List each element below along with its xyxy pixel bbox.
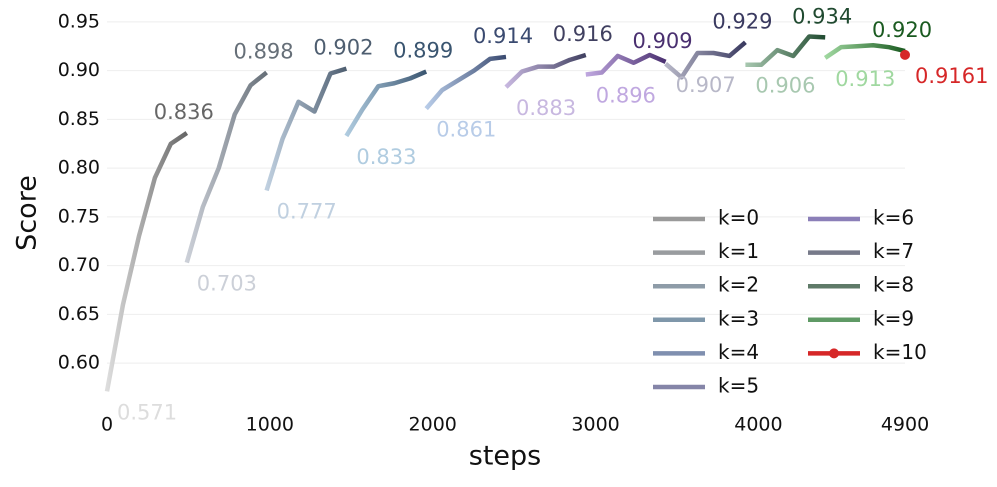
- line: [504, 52, 587, 89]
- legend-label: k=5: [718, 374, 759, 398]
- legend-label: k=1: [718, 239, 759, 263]
- x-axis-title: steps: [469, 441, 541, 472]
- legend-label: k=4: [718, 340, 759, 364]
- x-tick-label: 4900: [881, 414, 929, 436]
- y-tick-label: 0.70: [58, 254, 100, 276]
- legend-label: k=10: [873, 340, 927, 364]
- value-label: 0.883: [516, 96, 576, 120]
- value-label: 0.833: [356, 145, 416, 169]
- legend-label: k=9: [873, 306, 914, 330]
- value-label: 0.920: [872, 18, 932, 42]
- value-label: 0.898: [234, 40, 294, 64]
- point: [900, 49, 910, 60]
- value-label: 0.907: [676, 73, 736, 97]
- value-label: 0.906: [755, 74, 815, 98]
- y-tick-label: 0.75: [58, 205, 100, 227]
- value-label: 0.913: [835, 67, 895, 91]
- value-label: 0.9161: [915, 64, 988, 88]
- value-label: 0.929: [712, 9, 772, 33]
- legend-label: k=2: [718, 273, 759, 297]
- line: [745, 34, 826, 67]
- legend-label: k=7: [873, 239, 914, 263]
- value-label: 0.899: [393, 39, 453, 63]
- legend-label: k=0: [718, 206, 759, 230]
- value-label: 0.902: [313, 36, 373, 60]
- value-label: 0.703: [197, 272, 257, 296]
- y-tick-label: 0.80: [58, 157, 100, 179]
- x-tick-label: 2000: [409, 414, 457, 436]
- y-tick-label: 0.60: [58, 352, 100, 374]
- value-label: 0.934: [792, 4, 852, 28]
- value-label: 0.896: [596, 83, 656, 107]
- x-tick-label: 1000: [246, 414, 294, 436]
- line: [664, 40, 747, 80]
- line: [585, 52, 667, 77]
- y-tick-label: 0.95: [58, 10, 100, 32]
- value-label: 0.914: [473, 24, 533, 48]
- value-label: 0.861: [436, 118, 496, 142]
- y-tick-label: 0.85: [58, 108, 100, 130]
- value-label: 0.909: [633, 29, 693, 53]
- y-tick-label: 0.90: [58, 59, 100, 81]
- y-tick-label: 0.65: [58, 303, 100, 325]
- line: [184, 70, 268, 264]
- x-tick-label: 3000: [571, 414, 619, 436]
- legend-label: k=6: [873, 206, 914, 230]
- x-tick-label: 0: [101, 414, 113, 436]
- value-label: 0.836: [154, 100, 214, 124]
- legend-label: k=3: [718, 306, 759, 330]
- line: [424, 54, 507, 111]
- line: [264, 66, 348, 192]
- value-label: 0.916: [553, 22, 613, 46]
- legend-marker: [829, 348, 839, 359]
- value-label: 0.777: [277, 200, 337, 224]
- line: [344, 69, 428, 138]
- legend-label: k=8: [873, 273, 914, 297]
- value-label: 0.571: [117, 400, 177, 424]
- line: [823, 42, 906, 60]
- y-axis-title: Score: [12, 175, 43, 251]
- x-tick-label: 4000: [734, 414, 782, 436]
- line: [104, 131, 189, 392]
